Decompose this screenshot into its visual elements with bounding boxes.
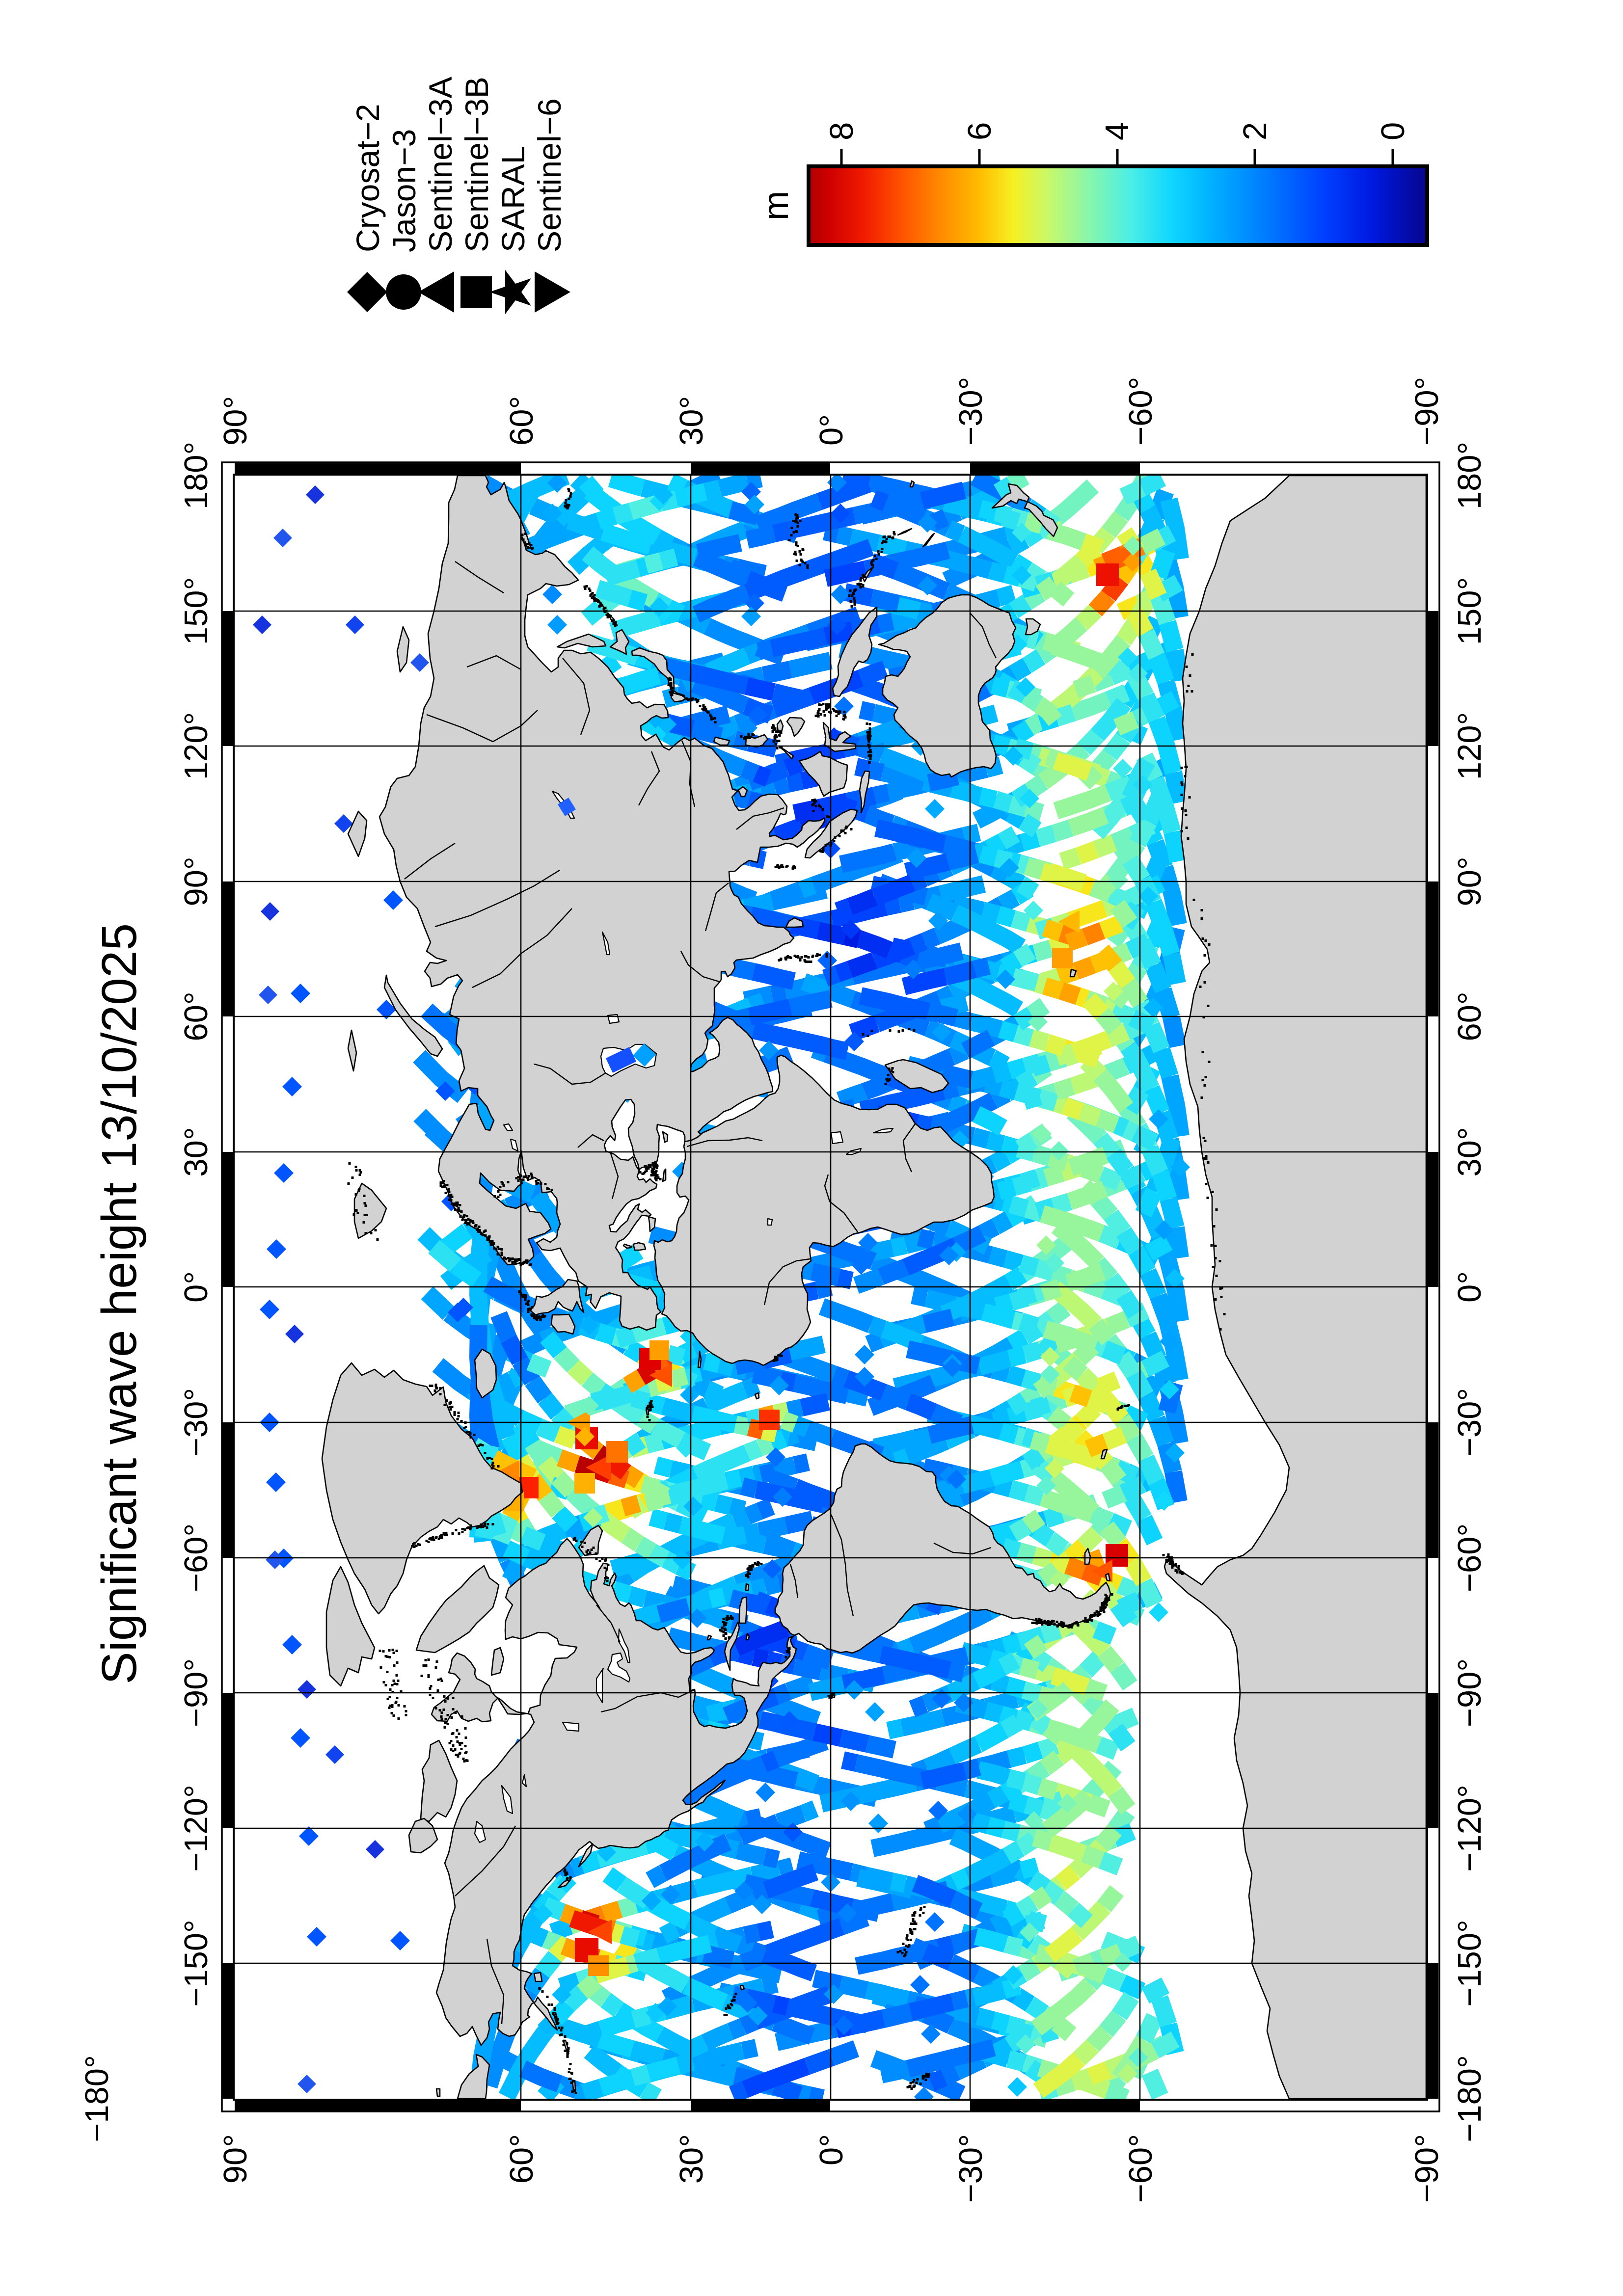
svg-text:2: 2 — [1237, 122, 1273, 140]
svg-text:0°: 0° — [813, 2134, 850, 2165]
svg-text:60°: 60° — [503, 396, 540, 446]
svg-text:Significant wave height 13/10/: Significant wave height 13/10/2025 — [92, 923, 147, 1684]
svg-text:−180°: −180° — [1451, 2055, 1488, 2142]
svg-text:−30°: −30° — [952, 377, 989, 446]
svg-text:30°: 30° — [178, 1127, 215, 1176]
svg-text:4: 4 — [1099, 122, 1136, 140]
svg-text:−90°: −90° — [1451, 1658, 1488, 1727]
svg-text:Sentinel−3B: Sentinel−3B — [459, 77, 495, 252]
svg-text:60°: 60° — [178, 991, 215, 1041]
svg-text:−60°: −60° — [1122, 377, 1159, 446]
svg-text:60°: 60° — [503, 2134, 540, 2184]
svg-text:−60°: −60° — [1451, 1523, 1488, 1592]
svg-text:30°: 30° — [1451, 1127, 1488, 1176]
svg-text:−30°: −30° — [178, 1388, 215, 1457]
svg-text:6: 6 — [961, 122, 998, 140]
svg-text:Sentinel−6: Sentinel−6 — [531, 98, 568, 252]
svg-text:180°: 180° — [178, 442, 215, 510]
svg-text:−60°: −60° — [178, 1523, 215, 1592]
svg-text:180°: 180° — [1451, 442, 1488, 510]
svg-text:m: m — [757, 191, 796, 220]
svg-text:150°: 150° — [178, 577, 215, 645]
svg-text:0: 0 — [1375, 122, 1411, 140]
svg-text:0°: 0° — [813, 414, 850, 446]
svg-text:60°: 60° — [1451, 991, 1488, 1041]
svg-text:SARAL: SARAL — [495, 146, 531, 252]
svg-text:−150°: −150° — [178, 1920, 215, 2007]
svg-text:−90°: −90° — [178, 1658, 215, 1727]
svg-text:−90°: −90° — [1408, 377, 1445, 446]
svg-text:120°: 120° — [178, 712, 215, 780]
svg-text:−30°: −30° — [952, 2134, 989, 2203]
svg-text:0°: 0° — [178, 1271, 215, 1303]
svg-text:−60°: −60° — [1122, 2134, 1159, 2203]
svg-text:30°: 30° — [673, 396, 710, 446]
svg-text:−180°: −180° — [79, 2055, 115, 2142]
svg-text:30°: 30° — [673, 2134, 710, 2184]
svg-text:90°: 90° — [178, 856, 215, 906]
svg-text:−30°: −30° — [1451, 1388, 1488, 1457]
svg-text:8: 8 — [823, 122, 860, 140]
svg-text:0°: 0° — [1451, 1271, 1488, 1303]
svg-text:Jason−3: Jason−3 — [386, 129, 422, 252]
svg-text:−120°: −120° — [178, 1785, 215, 1872]
svg-text:Cryosat−2: Cryosat−2 — [350, 104, 386, 252]
svg-text:−150°: −150° — [1451, 1920, 1488, 2007]
svg-text:120°: 120° — [1451, 712, 1488, 780]
svg-text:90°: 90° — [217, 2134, 254, 2184]
svg-text:90°: 90° — [217, 396, 254, 446]
svg-text:Sentinel−3A: Sentinel−3A — [422, 77, 459, 252]
svg-text:90°: 90° — [1451, 856, 1488, 906]
svg-text:150°: 150° — [1451, 577, 1488, 645]
svg-text:−120°: −120° — [1451, 1785, 1488, 1872]
svg-text:−90°: −90° — [1408, 2134, 1445, 2203]
